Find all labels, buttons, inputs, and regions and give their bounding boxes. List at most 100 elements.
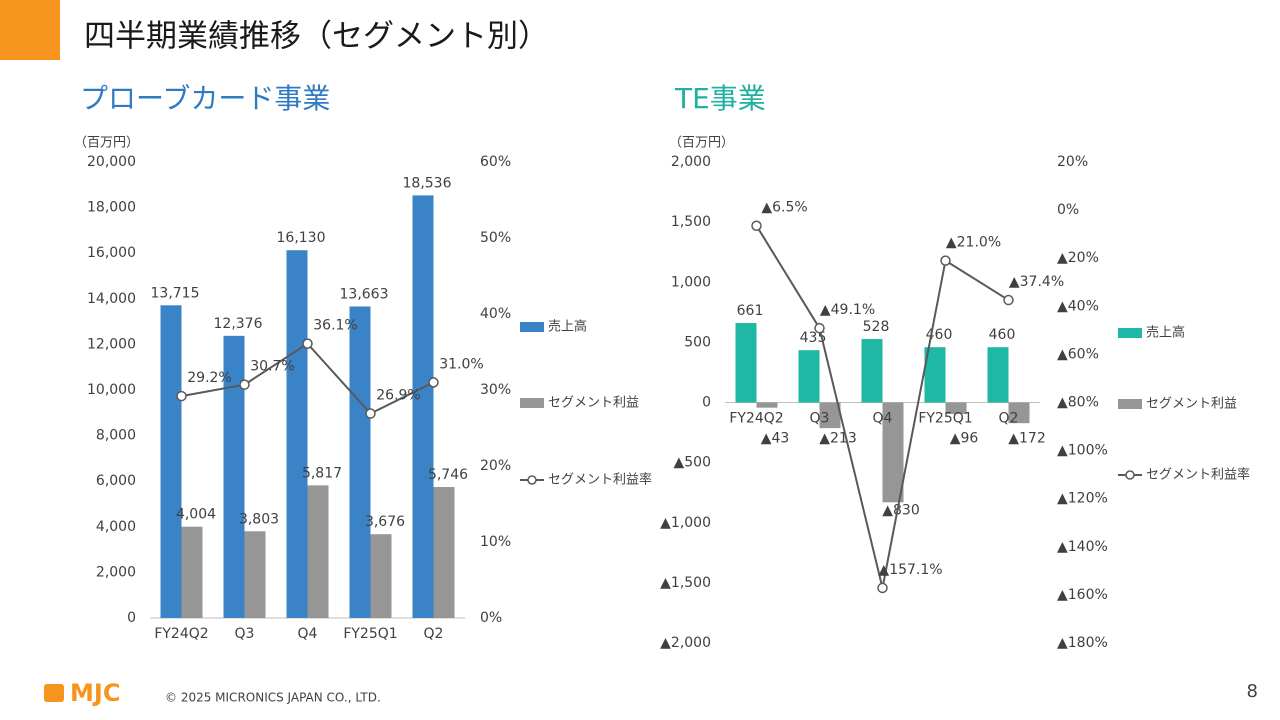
y-tick-label: 2,000 [671,154,711,170]
data-label: ▲172 [1008,431,1046,447]
y-tick-label: ▲1,000 [660,515,711,531]
line-marker [1003,294,1014,306]
y-tick-label: 1,000 [671,274,711,290]
y-axis-unit: （百万円） [669,136,734,151]
bar [735,323,757,403]
y-tick-label: 0 [127,610,136,626]
logo: MJC [70,679,120,707]
y-tick-label: 12,000 [87,336,136,352]
data-label: 26.9% [376,388,420,404]
legend-label: 売上高 [548,319,587,335]
y-tick-label: 8,000 [96,428,136,444]
chart-title: プローブカード事業 [80,82,330,115]
data-label: ▲213 [819,431,857,447]
data-label: 31.0% [439,356,483,372]
data-label: ▲96 [950,431,979,447]
line-marker [365,408,376,419]
data-label: 29.2% [187,370,231,386]
x-tick-label: Q2 [999,411,1019,427]
slide-title: 四半期業績推移（セグメント別） [84,19,549,55]
bar [756,402,778,408]
bar [798,350,820,403]
data-label: 661 [737,303,764,319]
data-label: ▲21.0% [946,235,1001,251]
y-tick-label: ▲2,000 [660,635,711,651]
y-tick-label: ▲1,500 [660,575,711,591]
legend-swatch [520,322,544,332]
data-label: ▲157.1% [878,562,942,578]
x-tick-label: Q3 [810,411,830,427]
data-label: 30.7% [250,359,294,375]
bar [945,402,967,415]
y-tick-label: 20,000 [87,154,136,170]
y2-tick-label: ▲160% [1057,587,1108,603]
y2-tick-label: ▲40% [1057,298,1099,314]
data-label: ▲830 [882,502,920,518]
y2-tick-label: 50% [480,230,511,246]
y-tick-label: 14,000 [87,291,136,307]
legend-swatch [1118,399,1142,409]
y-tick-label: 6,000 [96,473,136,489]
x-tick-label: Q3 [235,626,255,642]
legend-label: セグメント利益率 [548,472,652,488]
y-tick-label: 0 [702,395,711,411]
bar [286,250,308,618]
data-label: 528 [863,319,890,335]
data-label: 460 [989,327,1016,343]
y-axis-unit: （百万円） [74,136,139,151]
y2-tick-label: ▲140% [1057,539,1108,555]
line-marker [814,322,825,334]
line-marker [239,379,250,390]
data-label: ▲43 [761,431,790,447]
x-tick-label: FY24Q2 [729,411,783,427]
data-label: 13,663 [340,286,389,302]
y-tick-label: 2,000 [96,564,136,580]
y-tick-label: 10,000 [87,382,136,398]
data-label: 3,803 [239,511,279,527]
data-label: 5,817 [302,465,342,481]
y-tick-label: ▲500 [674,455,712,471]
y2-tick-label: 0% [480,610,502,626]
bar [370,534,392,618]
legend-swatch [1118,328,1142,338]
legend-label: セグメント利益率 [1146,467,1250,483]
data-label: ▲6.5% [761,200,807,216]
bar [412,195,434,618]
line-marker [877,582,888,594]
bar [924,347,946,403]
y2-tick-label: 40% [480,306,511,322]
line-marker [940,255,951,266]
y2-tick-label: ▲120% [1057,491,1108,507]
bar [987,347,1009,403]
y2-tick-label: 0% [1057,202,1079,218]
bar [223,335,245,618]
x-tick-label: FY25Q1 [343,626,397,642]
y2-tick-label: ▲100% [1057,443,1108,459]
y2-tick-label: 30% [480,382,511,398]
bar [160,305,182,618]
y2-tick-label: 10% [480,534,511,550]
bar [181,526,203,618]
legend-marker [1125,470,1135,480]
data-label: ▲49.1% [820,302,875,318]
x-tick-label: Q4 [298,626,318,642]
data-label: 13,715 [151,285,200,301]
y2-tick-label: ▲180% [1057,635,1108,651]
line-marker [751,220,762,231]
y2-tick-label: 60% [480,154,511,170]
y2-tick-label: 20% [1057,154,1088,170]
data-label: 3,676 [365,514,405,530]
y2-tick-label: ▲80% [1057,395,1099,411]
bar [1008,402,1030,424]
chart-title: TE事業 [674,82,766,115]
legend-label: セグメント利益 [548,396,639,411]
y2-tick-label: ▲60% [1057,346,1099,362]
data-label: 16,130 [277,230,326,246]
bar [307,485,329,618]
data-label: 12,376 [214,316,263,332]
line-marker [302,338,313,349]
y-tick-label: 4,000 [96,519,136,535]
page-number: 8 [1247,681,1258,702]
